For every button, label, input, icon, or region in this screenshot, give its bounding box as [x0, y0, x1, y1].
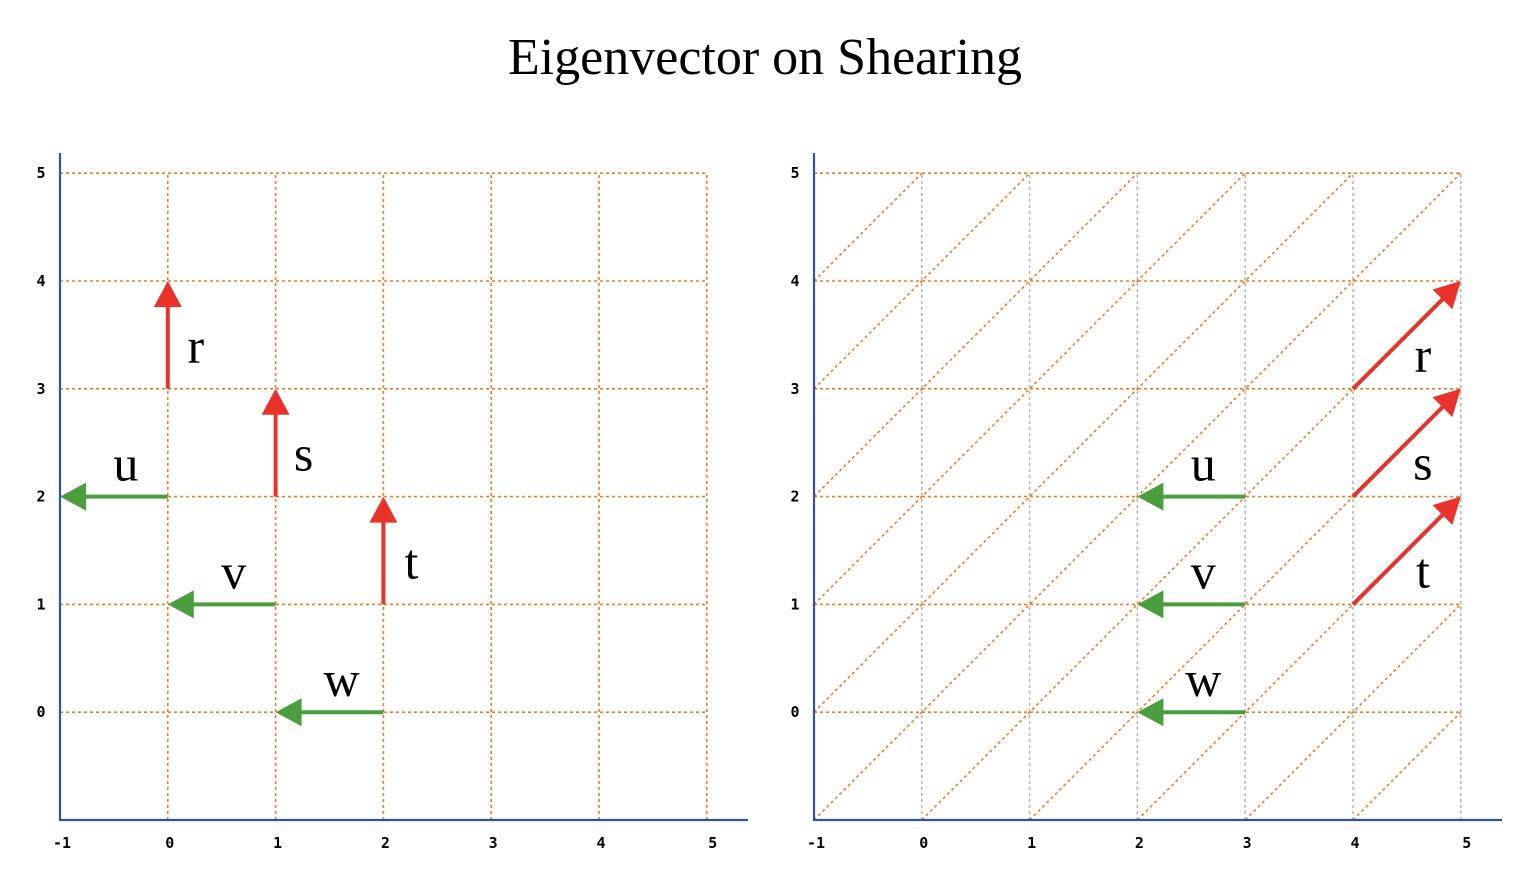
diagram-title: Eigenvector on Shearing — [507, 29, 1023, 86]
x-tick-label: 1 — [1027, 834, 1036, 852]
y-tick-label: 1 — [790, 595, 799, 613]
vector-u: u — [1137, 436, 1246, 511]
sheared-grid-line — [921, 280, 1462, 821]
sheared-grid-line — [1136, 496, 1462, 821]
vector-label-r: r — [1415, 327, 1432, 383]
vector-label-t: t — [404, 534, 418, 590]
y-tick-label: 5 — [790, 164, 799, 182]
x-tick-label: -1 — [53, 834, 71, 852]
x-tick-label: 5 — [708, 834, 717, 852]
vector-r: r — [153, 281, 204, 389]
arrowhead — [153, 281, 182, 307]
arrowhead — [369, 496, 398, 523]
x-tick-label: 3 — [1243, 834, 1252, 852]
vector-shaft — [1351, 512, 1446, 606]
vector-label-s: s — [1413, 435, 1432, 491]
vector-s: s — [261, 388, 313, 497]
x-tick-label: -1 — [807, 834, 825, 852]
y-tick-label: 2 — [790, 488, 799, 506]
vector-label-t: t — [1416, 543, 1430, 599]
vector-v: v — [167, 543, 276, 619]
sheared-grid-line — [813, 172, 923, 282]
vector-label-u: u — [1191, 436, 1216, 492]
x-tick-label: 0 — [919, 834, 928, 852]
x-tick-label: 0 — [165, 834, 174, 852]
sheared-grid-line — [813, 172, 1354, 713]
y-tick-label: 3 — [790, 380, 799, 398]
vector-shaft — [1351, 404, 1446, 499]
x-tick-label: 1 — [273, 834, 282, 852]
x-tick-label: 4 — [1350, 834, 1359, 852]
arrowhead — [1432, 388, 1461, 418]
arrowhead — [1432, 496, 1461, 525]
sheared-grid-line — [813, 172, 1031, 390]
vector-label-u: u — [113, 436, 138, 492]
y-tick-label: 1 — [36, 595, 45, 613]
x-tick-label: 5 — [1462, 834, 1471, 852]
arrowhead — [60, 482, 86, 511]
vector-w: w — [275, 651, 384, 727]
vector-label-s: s — [294, 426, 313, 482]
x-tick-label: 2 — [1135, 834, 1144, 852]
x-tick-label: 4 — [596, 834, 605, 852]
x-tick-label: 2 — [381, 834, 390, 852]
y-tick-label: 0 — [790, 703, 799, 721]
y-tick-label: 5 — [36, 164, 45, 182]
vector-label-v: v — [1191, 543, 1216, 599]
sheared-grid-panel: -1 0 1 2 3 4 5 0 1 2 3 4 5 rst uvw — [790, 153, 1502, 852]
sheared-grid-line — [1352, 711, 1462, 821]
arrowhead — [1137, 698, 1164, 727]
arrowhead — [1432, 281, 1461, 310]
sheared-grid-line — [813, 172, 1138, 498]
y-tick-label: 0 — [36, 703, 45, 721]
x-tick-label: 3 — [489, 834, 498, 852]
vector-u: u — [60, 436, 168, 511]
vector-w: w — [1137, 651, 1246, 727]
arrowhead — [167, 590, 194, 619]
vector-label-v: v — [221, 543, 246, 599]
arrowhead — [1137, 590, 1164, 619]
y-tick-label: 2 — [36, 488, 45, 506]
y-tick-label: 3 — [36, 380, 45, 398]
arrowhead — [275, 698, 302, 727]
vector-shaft — [1351, 296, 1446, 391]
arrowhead — [261, 388, 290, 415]
y-tick-label: 4 — [36, 272, 45, 290]
sheared-grid-line — [1244, 603, 1462, 821]
arrowhead — [1137, 482, 1164, 511]
vector-label-w: w — [1185, 651, 1221, 707]
vector-v: v — [1137, 543, 1246, 619]
vector-label-r: r — [187, 318, 204, 374]
vector-t: t — [369, 496, 418, 605]
vector-s: s — [1351, 388, 1461, 499]
original-grid-panel: -1 0 1 2 3 4 5 0 1 2 3 4 5 r s t u v w — [36, 153, 748, 852]
vector-label-w: w — [323, 651, 359, 707]
y-tick-label: 4 — [790, 272, 799, 290]
vector-r: r — [1351, 281, 1461, 391]
vector-t: t — [1351, 496, 1461, 606]
